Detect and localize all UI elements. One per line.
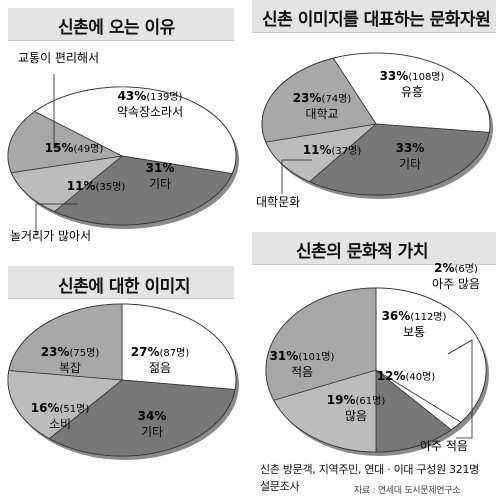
slice-name-p2: 기타	[141, 425, 163, 439]
slice-label-p2: 33%	[396, 141, 425, 155]
slice-label-p4: 19%(61명)	[327, 393, 386, 407]
pie-slice-p5	[265, 287, 377, 401]
pie-slice-p2	[308, 123, 490, 196]
slice-label-p2: 31%	[146, 161, 175, 175]
slice-name-p2: 아주 많음	[432, 277, 480, 291]
callout-line	[281, 159, 312, 194]
chart-title-4: 신촌의 문화적 가치	[296, 242, 428, 262]
slice-name-p1: 젊음	[149, 361, 171, 375]
survey-note-line1: 신촌 방문객, 지역주민, 연대 · 이대 구성원 321명	[260, 463, 480, 476]
slice-label-p2: 34%	[138, 409, 167, 423]
slice-label-p5: 31%(101명)	[270, 349, 335, 363]
pie-slice-p4	[7, 111, 124, 174]
chart-title-2: 신촌 이미지를 대표하는 문화자원	[262, 10, 491, 30]
slice-name-p2: 기타	[399, 157, 421, 171]
pie-slice-p1	[33, 86, 237, 175]
callout-label: 아주 적음	[420, 439, 468, 453]
chart-title-1: 신촌에 오는 이유	[58, 18, 175, 38]
pie-slice-p4	[8, 303, 123, 381]
pie-slice-p3	[10, 155, 124, 212]
slice-label-p4: 15%(49명)	[45, 141, 104, 155]
title-bar-2	[252, 0, 496, 33]
data-source: 자료 : 연세대 도시문제연구소	[354, 486, 461, 496]
slice-name-p1: 약속장소라서	[117, 104, 183, 119]
slice-label-p3: 11%(37명)	[303, 143, 362, 157]
slice-label-p3: 12%(40명)	[377, 369, 436, 383]
pie-slice-p2	[48, 379, 236, 457]
slice-label-p1: 43%(139명)	[118, 89, 183, 103]
callout-label: 대학문화	[256, 195, 300, 209]
pie-slice-p1	[121, 303, 237, 390]
slice-name-p2: 기타	[149, 177, 171, 191]
pie-chart-image: 27%(87명) 젊음 34% 기타 16%(51명) 소비 23%(75명) 복잡	[7, 303, 239, 460]
slice-name-p4: 대학교	[305, 107, 338, 121]
survey-note-line2: 설문조사	[260, 480, 300, 493]
callout-label: 교통이 편리해서	[18, 51, 99, 65]
pie-slice-p3	[7, 370, 124, 440]
slice-label-p3: 11%(35명)	[67, 179, 126, 193]
pie-slice-p2	[53, 155, 233, 226]
callout-line	[35, 203, 78, 236]
slice-label-p1: 27%(87명)	[131, 345, 190, 359]
title-bar-4	[252, 232, 496, 265]
slice-name-p5: 적음	[291, 365, 313, 379]
slice-label-p4: 23%(75명)	[41, 345, 100, 359]
slice-name-p4: 복잡	[59, 361, 81, 375]
pie-slice-p1	[332, 52, 491, 133]
slice-label-p1: 33%(108명)	[380, 69, 445, 83]
chart-title-3: 신촌에 대한 이미지	[58, 277, 190, 297]
pie-slice-p4	[261, 57, 377, 143]
slice-label-p3: 16%(51명)	[31, 401, 90, 415]
slice-name-p1: 보통	[403, 325, 425, 339]
pie-chart-cultural-value: 36%(112명) 보통 2%(6명) 아주 많음 12%(40명) 19%(61명) 많음…	[265, 261, 489, 456]
slice-name-p3: 소비	[49, 417, 71, 431]
slice-name-p1: 유흥	[401, 85, 423, 99]
title-bar-3	[8, 266, 234, 299]
slice-label-p2: 2%(6명)	[434, 261, 478, 275]
slice-name-p4: 많음	[345, 409, 367, 423]
pie-chart-visit-reason: 43%(139명)약속장소라서 31% 기타 11%(35명) 15%(49명) 교통이 …	[7, 51, 239, 243]
pie-slice-p3	[375, 369, 452, 453]
callout-line	[447, 339, 473, 439]
pie-slice-p1	[375, 287, 487, 423]
slice-label-p1: 36%(112명)	[382, 309, 447, 323]
callout-line	[53, 74, 60, 149]
slice-label-p4: 23%(74명)	[293, 91, 352, 105]
callout-label: 놀거리가 많아서	[10, 229, 91, 243]
title-bar-1	[8, 8, 234, 41]
pie-slice-p4	[273, 369, 377, 453]
